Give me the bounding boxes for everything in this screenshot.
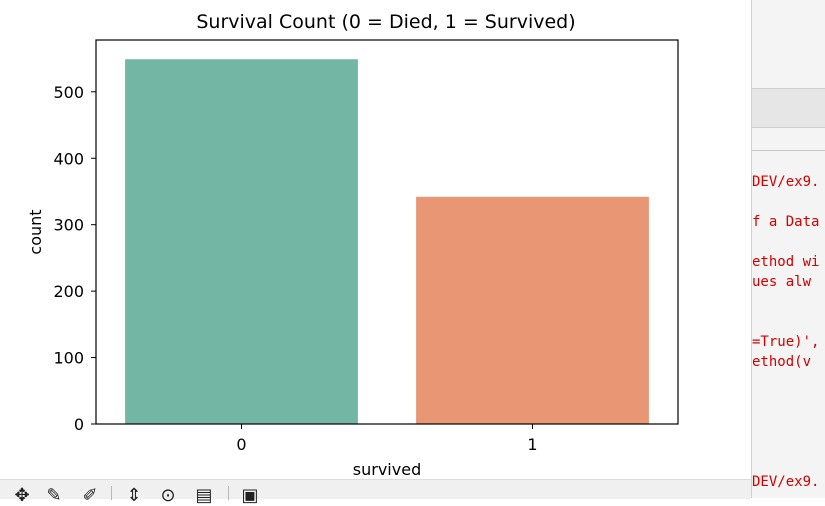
toolbar-separator xyxy=(111,486,112,500)
subplots-icon[interactable]: ▤ xyxy=(195,485,213,506)
code-line: ues alw xyxy=(752,274,812,290)
y-axis-label: count xyxy=(26,209,45,254)
background-editor-window: DEV/ex9. f a Data ethod wi ues alw =True… xyxy=(752,0,825,498)
figure-toolbar: ✥ ✎ ✐ ⇕ ⊙ ▤ ▣ xyxy=(0,479,751,506)
zoom-icon[interactable]: ✎ xyxy=(46,485,62,506)
code-line: DEV/ex9. xyxy=(752,474,820,490)
y-tick-label: 0 xyxy=(74,415,84,434)
code-line: ethod wi xyxy=(752,254,820,270)
x-tick-label: 0 xyxy=(236,435,246,454)
plot-frame xyxy=(95,39,679,425)
x-axis-label: survived xyxy=(353,460,421,479)
toolbar-separator xyxy=(228,486,229,500)
y-tick-label: 100 xyxy=(53,349,84,368)
bar-1 xyxy=(416,196,649,424)
editor-divider xyxy=(752,150,825,151)
y-tick-label: 400 xyxy=(53,149,84,168)
code-line: =True)', xyxy=(752,334,820,350)
bar-chart: Survival Count (0 = Died, 1 = Survived) … xyxy=(26,11,679,479)
figure-window: Survival Count (0 = Died, 1 = Survived) … xyxy=(0,0,752,506)
chart-title: Survival Count (0 = Died, 1 = Survived) xyxy=(196,11,575,33)
bar-0 xyxy=(125,59,358,424)
code-line: DEV/ex9. xyxy=(752,174,820,190)
editor-tab-bar xyxy=(752,88,825,128)
y-tick-label: 200 xyxy=(53,282,84,301)
select-icon[interactable]: ✐ xyxy=(82,485,98,506)
y-tick-label: 300 xyxy=(53,216,84,235)
search-icon[interactable]: ⊙ xyxy=(160,485,176,506)
move-icon[interactable]: ✥ xyxy=(14,485,30,506)
code-line: ethod(v xyxy=(752,354,812,370)
y-tick-label: 500 xyxy=(53,83,84,102)
x-tick-label: 1 xyxy=(527,435,537,454)
adjust-icon[interactable]: ⇕ xyxy=(126,485,142,506)
save-icon[interactable]: ▣ xyxy=(241,485,259,506)
code-line: f a Data xyxy=(752,214,820,230)
